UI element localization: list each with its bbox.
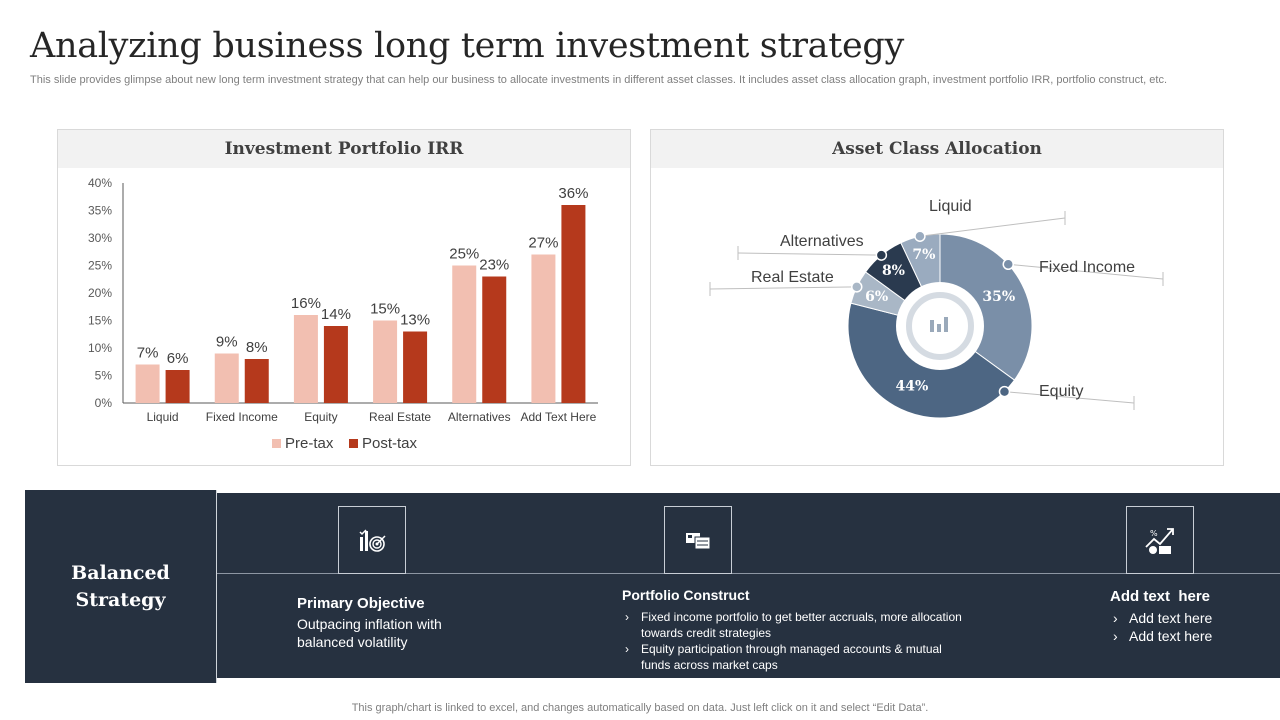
bar-posttax — [244, 359, 269, 403]
callout-dot — [1002, 258, 1014, 271]
bar-data-label: 27% — [528, 235, 558, 252]
portfolio-construct-list: Fixed income portfolio to get better acc… — [622, 609, 962, 673]
irr-chart-title: Investment Portfolio IRR — [58, 130, 630, 168]
primary-objective-text: Outpacing inflation with balanced volati… — [297, 616, 442, 650]
pie-slice — [939, 233, 1033, 381]
bar-data-label: 13% — [400, 312, 430, 329]
bar-posttax — [323, 326, 348, 403]
pie-category-label: Alternatives — [780, 233, 864, 250]
portfolio-construct-title: Portfolio Construct — [622, 587, 750, 603]
y-tick-label: 25% — [88, 259, 112, 273]
y-tick-label: 15% — [88, 314, 112, 328]
y-tick-label: 40% — [88, 176, 112, 190]
portfolio-icon-box — [664, 506, 732, 574]
add-text-bullet: Add text here — [1110, 627, 1270, 645]
callout-line — [737, 252, 882, 256]
portfolio-bullet: Equity participation through managed acc… — [622, 641, 962, 673]
pie-value-label: 6% — [865, 289, 888, 305]
add-text-bullet: Add text here — [1110, 609, 1270, 627]
bar-pretax — [135, 364, 160, 403]
bar-posttax — [561, 205, 586, 403]
bar-pretax — [373, 320, 398, 403]
irr-chart-panel[interactable]: Investment Portfolio IRR 0% 5% 10% 15% 20% 25… — [57, 129, 631, 466]
strategy-divider — [217, 573, 1280, 574]
pie-category-label: Liquid — [929, 198, 972, 215]
portfolio-cards-icon — [686, 533, 711, 550]
legend-label: Pre-tax — [285, 435, 334, 452]
bar-data-label: 8% — [246, 339, 268, 356]
bar-posttax — [165, 370, 190, 403]
page-title: Analyzing business long term investment … — [30, 26, 904, 66]
bar-posttax — [403, 331, 428, 403]
icon-bar — [944, 317, 948, 332]
x-tick-label: Alternatives — [448, 410, 511, 424]
svg-text:%: % — [1150, 529, 1158, 538]
bar-data-label: 25% — [449, 246, 479, 263]
legend-swatch — [272, 439, 281, 448]
pie-category-label: Equity — [1039, 383, 1083, 400]
pie-value-label: 44% — [896, 379, 929, 395]
icon-bar — [930, 320, 934, 332]
bar-pretax — [531, 254, 556, 403]
bar-pretax — [452, 265, 477, 403]
allocation-chart-title: Asset Class Allocation — [651, 130, 1223, 168]
target-chart-icon — [359, 529, 386, 552]
primary-objective-title: Primary Objective — [297, 595, 425, 612]
pie-value-label: 8% — [882, 263, 905, 279]
add-text-list: Add text here Add text here — [1110, 609, 1270, 645]
bar-data-label: 14% — [321, 306, 351, 323]
donut-center-icon — [930, 317, 948, 332]
pie-value-label: 35% — [982, 289, 1015, 305]
bar-data-label: 6% — [167, 350, 189, 367]
bar-data-label: 23% — [479, 257, 509, 274]
bar-data-label: 9% — [216, 334, 238, 351]
callout-dot — [914, 230, 926, 242]
balanced-strategy-label: Balanced Strategy — [71, 562, 170, 611]
portfolio-bullet: Fixed income portfolio to get better acc… — [622, 609, 962, 641]
bar-data-label: 16% — [291, 295, 321, 312]
legend-swatch — [349, 439, 358, 448]
pie-value-label: 7% — [912, 247, 935, 263]
bar-pretax — [293, 315, 318, 403]
page-subtitle: This slide provides glimpse about new lo… — [30, 74, 1168, 86]
growth-icon-box: % — [1126, 506, 1194, 574]
y-tick-label: 10% — [88, 341, 112, 355]
footer-note: This graph/chart is linked to excel, and… — [351, 702, 929, 714]
allocation-chart-panel[interactable]: Asset Class Allocation 35% 44% 6% 8% 7% Fixed… — [650, 129, 1224, 466]
callout-line — [1004, 391, 1135, 404]
callout-dot — [851, 281, 863, 293]
bar-data-label: 36% — [558, 185, 588, 202]
x-tick-label: Liquid — [147, 410, 179, 424]
bar-posttax — [482, 276, 507, 403]
bar-pretax — [214, 353, 239, 403]
callout-line — [919, 217, 1066, 237]
callout-line — [709, 286, 857, 290]
donut-hole-ring — [906, 292, 974, 360]
y-tick-label: 20% — [88, 286, 112, 300]
y-tick-label: 5% — [95, 369, 113, 383]
icon-bar — [937, 324, 941, 332]
x-tick-label: Real Estate — [369, 410, 431, 424]
allocation-donut-chart[interactable]: 35% 44% 6% 8% 7% Fixed Income Equity Real Estat… — [651, 130, 1223, 465]
pie-category-label: Fixed Income — [1039, 259, 1135, 276]
x-tick-label: Equity — [304, 410, 337, 424]
callout-dot — [875, 249, 888, 261]
add-text-title: Add text here — [1110, 588, 1211, 605]
irr-bar-chart[interactable]: 0% 5% 10% 15% 20% 25% 30% 35% 40% 7% 6% Liquid 9% 8% F… — [58, 130, 630, 465]
y-tick-label: 0% — [95, 396, 113, 410]
y-tick-label: 35% — [88, 204, 112, 218]
target-chart-icon-box — [338, 506, 406, 574]
legend-label: Post-tax — [362, 435, 418, 452]
callout-line — [1008, 263, 1164, 280]
growth-money-icon: % — [1145, 528, 1174, 554]
balanced-strategy-box — [25, 490, 217, 683]
y-tick-label: 30% — [88, 231, 112, 245]
x-tick-label: Add Text Here — [521, 410, 597, 424]
x-tick-label: Fixed Income — [206, 410, 278, 424]
pie-category-label: Real Estate — [751, 269, 834, 286]
bar-data-label: 7% — [137, 345, 159, 362]
callout-dot — [998, 385, 1011, 398]
bar-data-label: 15% — [370, 301, 400, 318]
